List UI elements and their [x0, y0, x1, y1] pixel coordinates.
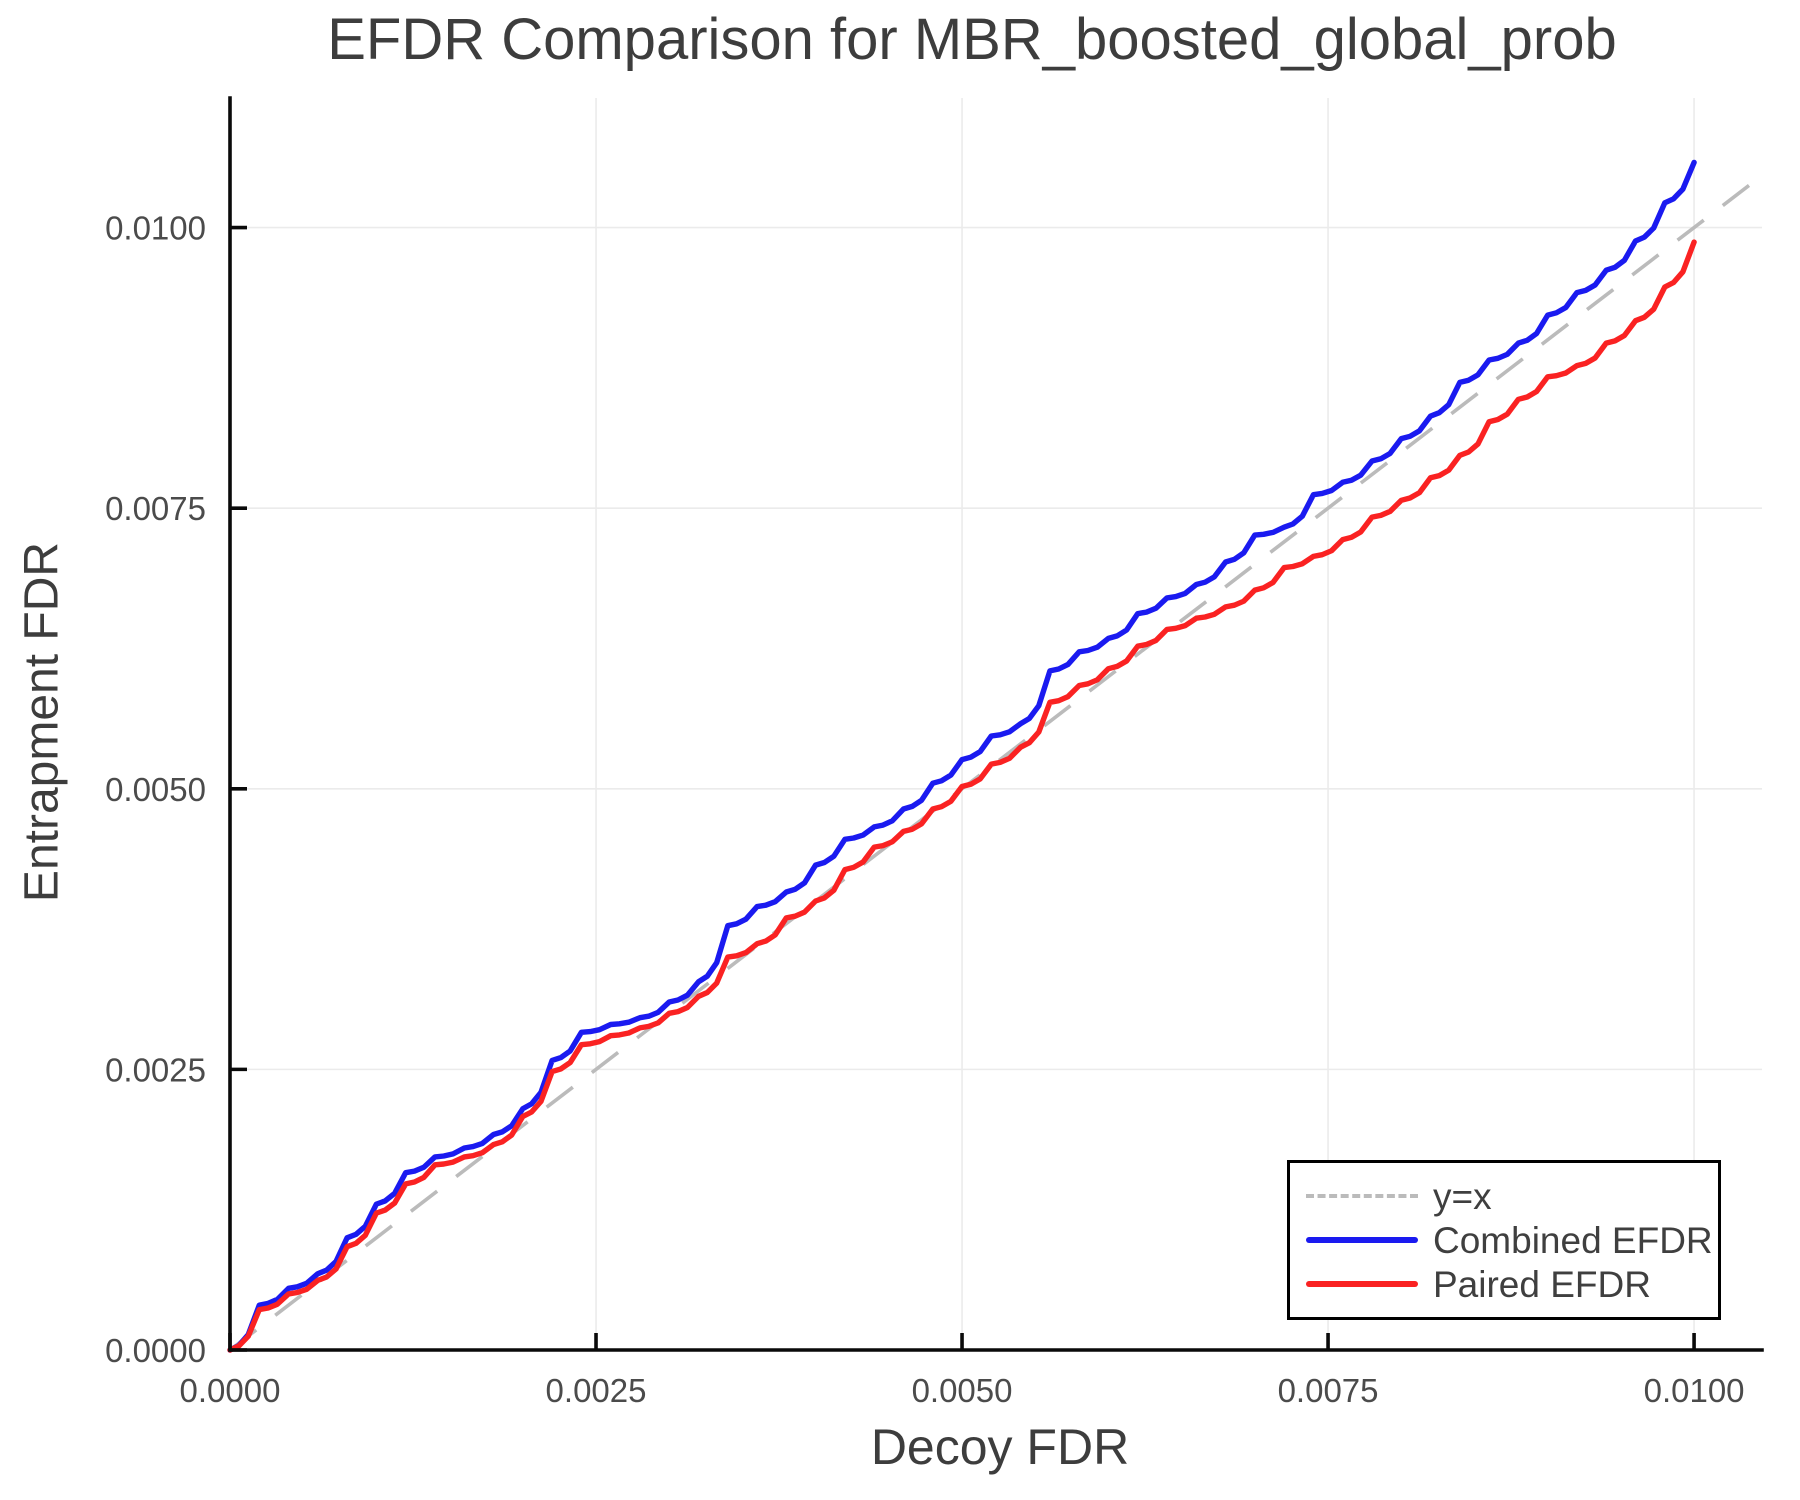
- x-tick-label: 0.0100: [1644, 1372, 1745, 1409]
- y-tick-label: 0.0075: [105, 490, 206, 527]
- combined-efdr-line-sample-icon: [1306, 1237, 1418, 1243]
- x-tick-label: 0.0025: [546, 1372, 647, 1409]
- paired-efdr-line-sample-icon: [1306, 1281, 1418, 1287]
- chart-title: EFDR Comparison for MBR_boosted_global_p…: [327, 7, 1617, 72]
- y-tick-label: 0.0000: [105, 1332, 206, 1369]
- series-combined-efdr: [227, 159, 1697, 1353]
- gridlines: [230, 98, 1762, 1350]
- axis-spines: [228, 96, 1764, 1352]
- tick-marks: [228, 225, 1696, 1352]
- legend-item-identity-line: y=x: [1306, 1175, 1718, 1217]
- series-y-x: [228, 174, 1764, 1352]
- legend-item-paired-efdr: Paired EFDR: [1306, 1263, 1718, 1305]
- y-tick-label: 0.0050: [105, 771, 206, 808]
- legend-item-combined-efdr: Combined EFDR: [1306, 1219, 1718, 1261]
- y-tick-label: 0.0100: [105, 210, 206, 247]
- x-tick-label: 0.0050: [912, 1372, 1013, 1409]
- identity-line-sample-icon: [1306, 1194, 1418, 1198]
- legend-label-identity: y=x: [1433, 1175, 1492, 1217]
- x-axis-label: Decoy FDR: [870, 1419, 1130, 1475]
- x-tick-label: 0.0000: [180, 1372, 281, 1409]
- legend-label-combined: Combined EFDR: [1433, 1219, 1713, 1261]
- legend-label-paired: Paired EFDR: [1433, 1263, 1651, 1305]
- series-paired-efdr: [227, 239, 1697, 1353]
- y-tick-label: 0.0025: [105, 1051, 206, 1088]
- legend-box: y=x Combined EFDR Paired EFDR: [1287, 1160, 1721, 1320]
- x-tick-label: 0.0075: [1278, 1372, 1379, 1409]
- tick-labels: 0.0000 0.0025 0.0050 0.0075 0.0100 0.0000 0.00…: [105, 210, 1744, 1409]
